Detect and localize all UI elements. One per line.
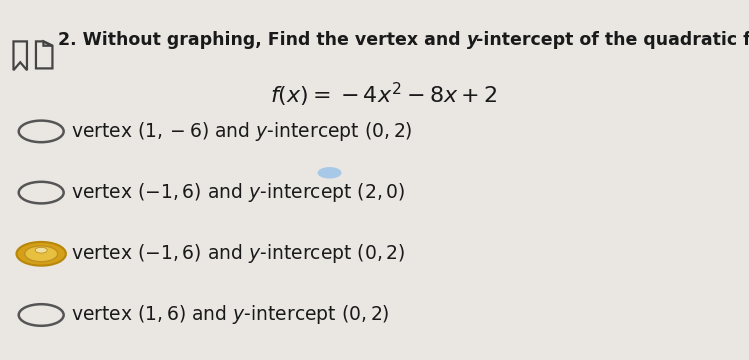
- Text: vertex $(1, 6)$ and $y$-intercept $(0, 2)$: vertex $(1, 6)$ and $y$-intercept $(0, 2…: [71, 303, 389, 327]
- Circle shape: [25, 246, 58, 262]
- Text: -intercept of the quadratic function:: -intercept of the quadratic function:: [476, 31, 749, 49]
- Circle shape: [318, 167, 342, 179]
- Text: y: y: [467, 31, 478, 49]
- Text: vertex $(-1, 6)$ and $y$-intercept $(0, 2)$: vertex $(-1, 6)$ and $y$-intercept $(0, …: [71, 242, 405, 265]
- Text: vertex $(1, -6)$ and $y$-intercept $(0, 2)$: vertex $(1, -6)$ and $y$-intercept $(0, …: [71, 120, 413, 143]
- Text: 2. Without graphing, Find the vertex and: 2. Without graphing, Find the vertex and: [58, 31, 467, 49]
- Circle shape: [35, 247, 47, 253]
- Circle shape: [16, 242, 66, 266]
- Text: $f(x) = -4x^2 - 8x + 2$: $f(x) = -4x^2 - 8x + 2$: [270, 81, 497, 109]
- Text: vertex $(-1, 6)$ and $y$-intercept $(2, 0)$: vertex $(-1, 6)$ and $y$-intercept $(2, …: [71, 181, 405, 204]
